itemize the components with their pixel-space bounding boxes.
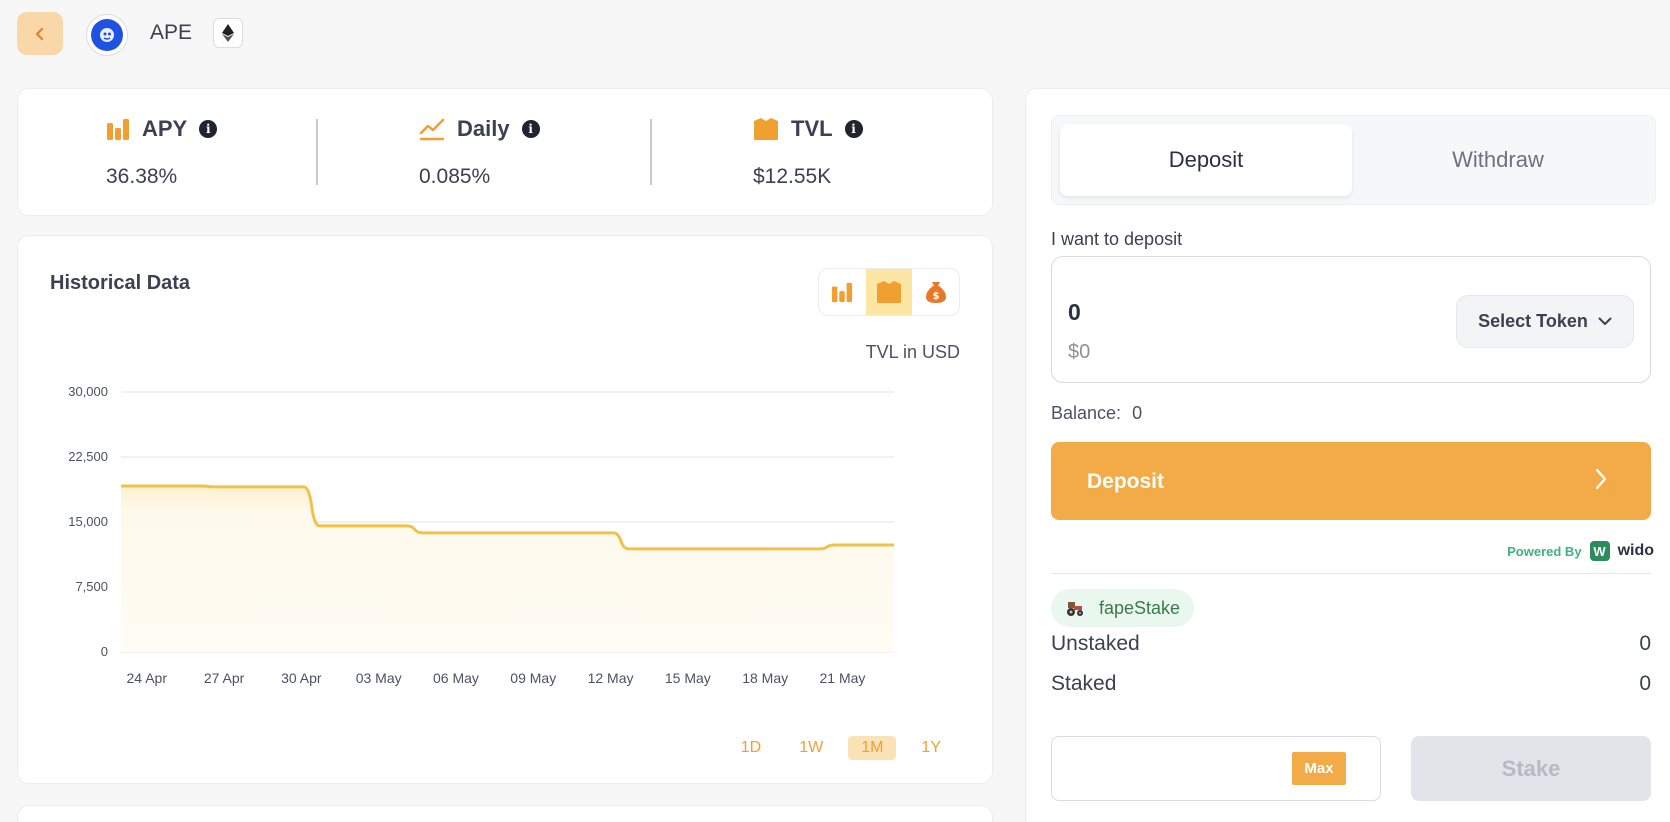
treasury-icon bbox=[877, 281, 901, 303]
deposit-amount-usd: $0 bbox=[1068, 341, 1091, 363]
deposit-button[interactable]: Deposit bbox=[1051, 442, 1651, 520]
bar-chart-icon bbox=[832, 282, 853, 303]
x-tick-label: 09 May bbox=[510, 670, 556, 686]
staked-row: Staked 0 bbox=[1051, 672, 1651, 696]
unstaked-label: Unstaked bbox=[1051, 632, 1140, 655]
range-1d[interactable]: 1D bbox=[740, 739, 762, 756]
bar-chart-icon bbox=[107, 119, 129, 140]
money-bag-icon: $ bbox=[925, 282, 946, 303]
x-tick-label: 18 May bbox=[742, 670, 788, 686]
tab-deposit[interactable]: Deposit bbox=[1060, 124, 1352, 196]
ethereum-icon bbox=[222, 24, 234, 42]
unstaked-row: Unstaked 0 bbox=[1051, 632, 1651, 656]
wido-logo-icon: W bbox=[1589, 541, 1610, 561]
tab-withdraw[interactable]: Withdraw bbox=[1452, 147, 1544, 172]
staked-value: 0 bbox=[1639, 672, 1651, 695]
x-tick-label: 27 Apr bbox=[204, 670, 245, 686]
x-tick-label: 12 May bbox=[588, 670, 634, 686]
trend-line-icon bbox=[419, 118, 445, 141]
historical-data-card: Historical Data $ TVL in USD 30,000 22,50… bbox=[17, 235, 993, 784]
info-icon[interactable]: i bbox=[844, 120, 863, 138]
deposit-button-label: Deposit bbox=[1087, 470, 1165, 493]
chevron-left-icon bbox=[35, 27, 44, 40]
max-button[interactable]: Max bbox=[1292, 752, 1346, 785]
balance-value: 0 bbox=[1132, 403, 1143, 423]
balance: Balance: 0 bbox=[1051, 403, 1142, 424]
select-token-label: Select Token bbox=[1478, 311, 1588, 331]
ape-logo-icon bbox=[100, 28, 114, 42]
x-tick-label: 03 May bbox=[356, 670, 402, 686]
x-tick-label: 24 Apr bbox=[127, 670, 168, 686]
revenue-chart-option[interactable]: $ bbox=[912, 269, 959, 315]
stat-label: Daily bbox=[457, 116, 510, 141]
divider bbox=[316, 119, 318, 185]
range-1m[interactable]: 1M bbox=[848, 736, 897, 760]
balance-label: Balance: bbox=[1051, 403, 1122, 423]
next-card bbox=[17, 805, 993, 822]
time-range-selector: 1D 1W 1M 1Y bbox=[728, 736, 954, 760]
y-tick-label: 7,500 bbox=[75, 579, 108, 594]
deposit-label: I want to deposit bbox=[1051, 229, 1183, 249]
tvl-area bbox=[121, 486, 894, 652]
token-name: APE bbox=[150, 21, 193, 44]
tractor-icon bbox=[1067, 602, 1083, 616]
range-1y[interactable]: 1Y bbox=[921, 739, 941, 756]
range-1w[interactable]: 1W bbox=[799, 739, 824, 756]
tvl-chart: 30,000 22,500 15,000 7,500 0 24 Apr 27 Apr 30 A… bbox=[68, 384, 894, 686]
stake-button[interactable]: Stake bbox=[1411, 736, 1651, 801]
divider bbox=[1051, 573, 1651, 574]
deposit-amount-box: 0 $0 Select Token bbox=[1051, 256, 1651, 383]
powered-by-label: Powered By bbox=[1507, 543, 1582, 559]
x-tick-label: 21 May bbox=[820, 670, 866, 686]
divider bbox=[650, 119, 652, 185]
deposit-panel: Deposit Withdraw I want to deposit 0 $0 … bbox=[1025, 88, 1670, 822]
chevron-right-icon bbox=[1595, 468, 1607, 490]
x-tick-label: 15 May bbox=[665, 670, 711, 686]
powered-by: Powered By W wido bbox=[1507, 541, 1654, 561]
y-tick-label: 15,000 bbox=[68, 514, 108, 529]
y-tick-label: 22,500 bbox=[68, 449, 108, 464]
select-token-button[interactable]: Select Token bbox=[1456, 295, 1634, 348]
staked-label: Staked bbox=[1051, 672, 1117, 695]
token-logo bbox=[86, 14, 128, 56]
stake-amount-input[interactable] bbox=[1051, 736, 1381, 801]
ethereum-chain-badge bbox=[213, 18, 243, 48]
tvl-line bbox=[121, 484, 894, 551]
back-button[interactable] bbox=[17, 12, 63, 55]
tvl-chart-option[interactable] bbox=[865, 269, 913, 315]
stat-value: 36.38% bbox=[106, 165, 178, 188]
x-tick-label: 06 May bbox=[433, 670, 479, 686]
provider-name: wido bbox=[1617, 542, 1654, 559]
stat-label: TVL bbox=[791, 116, 833, 141]
y-tick-label: 0 bbox=[101, 644, 108, 659]
x-tick-label: 30 Apr bbox=[281, 670, 322, 686]
chart-type-toggle: $ bbox=[818, 268, 960, 316]
chevron-down-icon bbox=[1598, 317, 1612, 325]
unstaked-value: 0 bbox=[1639, 632, 1651, 655]
stake-token-badge: fapeStake bbox=[1051, 589, 1195, 627]
deposit-withdraw-tabs: Deposit Withdraw bbox=[1051, 115, 1656, 205]
deposit-amount-input[interactable]: 0 bbox=[1068, 299, 1081, 325]
stat-value: $12.55K bbox=[753, 165, 832, 188]
svg-text:$: $ bbox=[932, 291, 939, 302]
apy-chart-option[interactable] bbox=[819, 269, 866, 315]
y-tick-label: 30,000 bbox=[68, 384, 108, 399]
stats-card: APY i 36.38% Daily i 0.085% TVL i $12.55… bbox=[17, 88, 993, 216]
chart-unit-label: TVL in USD bbox=[865, 342, 960, 362]
treasury-icon bbox=[754, 118, 778, 140]
info-icon[interactable]: i bbox=[521, 120, 540, 138]
stat-value: 0.085% bbox=[419, 165, 491, 188]
info-icon[interactable]: i bbox=[199, 120, 218, 138]
historical-data-title: Historical Data bbox=[50, 272, 191, 294]
stake-token-name: fapeStake bbox=[1099, 597, 1181, 618]
stat-label: APY bbox=[142, 116, 188, 141]
